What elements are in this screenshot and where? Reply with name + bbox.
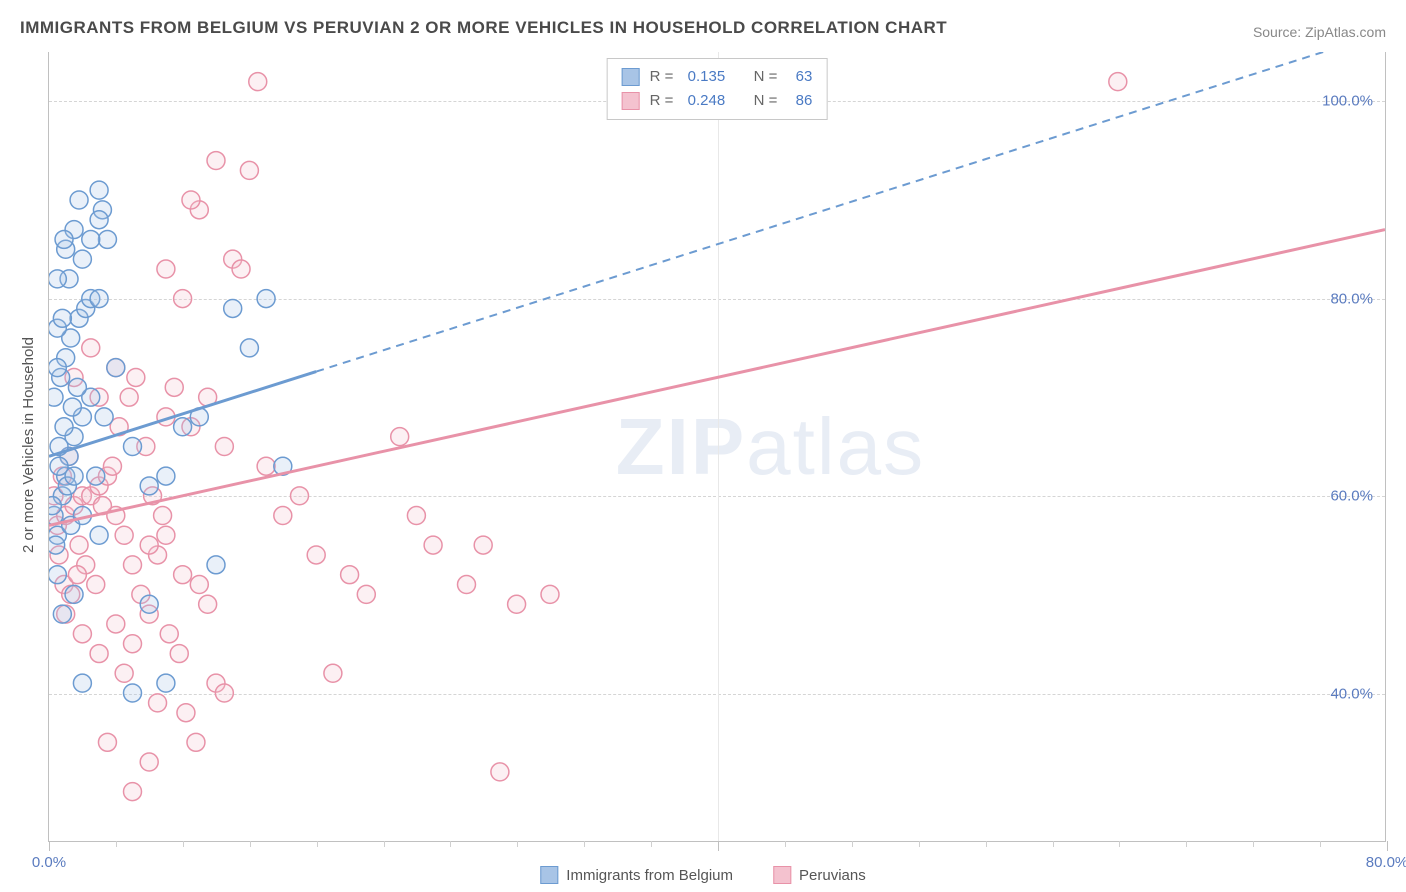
chart-plot-area: ZIPatlas R =0.135 N =63 R =0.248 N =86 4…	[48, 52, 1386, 842]
legend-swatch-blue	[622, 68, 640, 86]
scatter-svg	[49, 52, 1385, 841]
chart-title: IMMIGRANTS FROM BELGIUM VS PERUVIAN 2 OR…	[20, 18, 947, 38]
legend-label: Immigrants from Belgium	[566, 867, 733, 884]
x-tick-label: 80.0%	[1366, 854, 1406, 871]
legend-swatch-icon	[540, 866, 558, 884]
correlation-legend: R =0.135 N =63 R =0.248 N =86	[607, 58, 828, 120]
legend-label: Peruvians	[799, 867, 866, 884]
legend-swatch-pink	[622, 92, 640, 110]
legend-item-blue: Immigrants from Belgium	[540, 866, 733, 884]
x-tick-label: 0.0%	[32, 854, 66, 871]
source-attribution: Source: ZipAtlas.com	[1253, 24, 1386, 40]
series-legend: Immigrants from Belgium Peruvians	[540, 866, 865, 884]
y-axis-label: 2 or more Vehicles in Household	[20, 337, 37, 553]
legend-row-blue: R =0.135 N =63	[622, 65, 813, 89]
legend-item-pink: Peruvians	[773, 866, 866, 884]
legend-swatch-icon	[773, 866, 791, 884]
legend-row-pink: R =0.248 N =86	[622, 89, 813, 113]
